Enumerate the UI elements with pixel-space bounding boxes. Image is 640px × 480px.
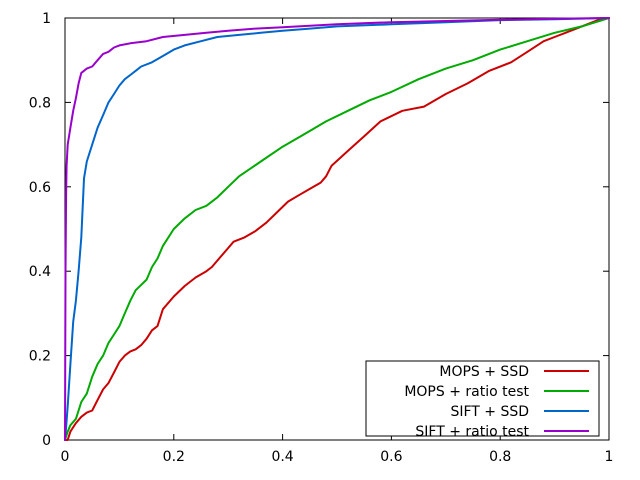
y-tick-label: 0 — [42, 433, 51, 449]
axis-ticks: 0 0.2 0.4 0.6 0.8 1 0 0.2 0.4 0.6 0.8 1 — [29, 11, 614, 465]
series-line-2 — [64, 17, 610, 441]
x-tick-label: 0.4 — [271, 449, 293, 465]
legend-label: SIFT + SSD — [450, 404, 529, 420]
x-tick-label: 1 — [605, 449, 614, 465]
legend-label: MOPS + ratio test — [404, 384, 529, 400]
series-line-4 — [64, 17, 610, 441]
x-tick-label: 0 — [61, 449, 70, 465]
y-tick-label: 0.2 — [29, 349, 51, 365]
x-tick-label: 0.8 — [489, 449, 511, 465]
legend: MOPS + SSD MOPS + ratio test SIFT + SSD SIF… — [365, 360, 600, 440]
y-tick-label: 1 — [42, 11, 51, 27]
legend-box — [365, 360, 600, 437]
y-tick-label: 0.8 — [29, 95, 51, 111]
series-lines — [64, 17, 610, 441]
series-line-1 — [64, 17, 610, 441]
series-line-3 — [64, 17, 610, 441]
x-tick-label: 0.2 — [163, 449, 185, 465]
y-tick-label: 0.4 — [29, 264, 51, 280]
legend-label: SIFT + ratio test — [415, 424, 529, 440]
legend-label: MOPS + SSD — [439, 364, 529, 380]
x-tick-label: 0.6 — [380, 449, 402, 465]
y-tick-label: 0.6 — [29, 180, 51, 196]
